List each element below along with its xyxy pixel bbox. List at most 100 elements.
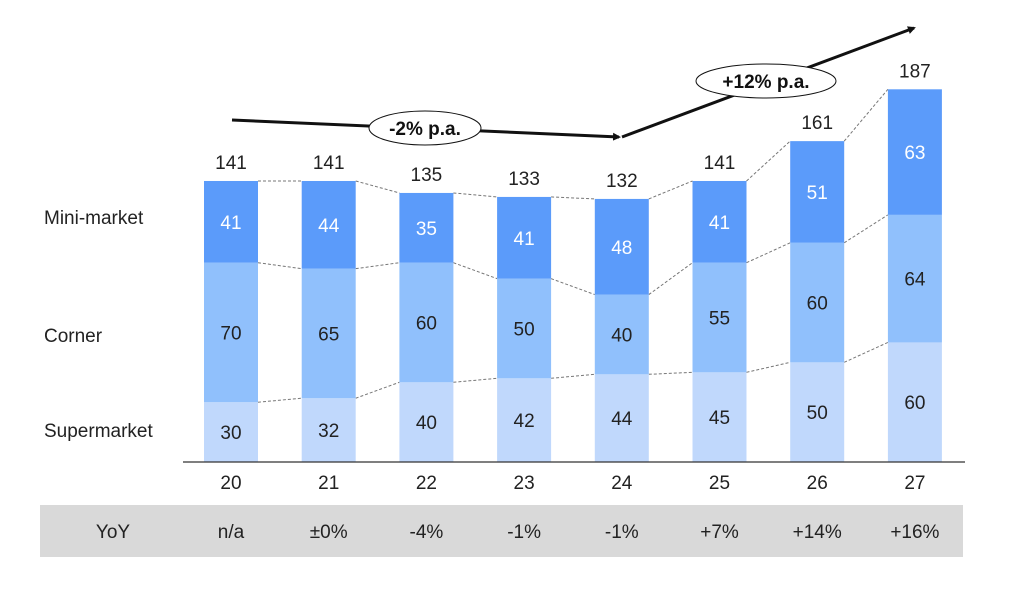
connector-line: [746, 242, 791, 264]
segment-value-label: 55: [709, 309, 730, 330]
bar-segment-supermarket: [887, 342, 942, 462]
connector-line: [257, 262, 302, 270]
bar-segment-corner: [790, 242, 845, 363]
connector-line: [648, 371, 693, 375]
bar-segment-corner: [497, 278, 552, 379]
bar-segment-supermarket: [594, 374, 649, 462]
series-label-corner: Corner: [44, 326, 103, 347]
connector-line: [355, 180, 400, 194]
connector-line: [551, 373, 595, 379]
bar-total-label: 161: [801, 113, 833, 134]
cagr-bubble-growth: [695, 63, 837, 99]
x-tick-label: 24: [611, 473, 633, 494]
yoy-value: +7%: [700, 522, 739, 543]
connector-line: [843, 88, 889, 142]
segment-value-label: 40: [416, 413, 437, 434]
yoy-value: +14%: [793, 522, 842, 543]
bar-segment-corner: [204, 262, 258, 403]
connector-line: [843, 214, 889, 244]
bar-segment-corner: [692, 262, 747, 373]
segment-value-label: 41: [709, 213, 730, 234]
connector-line: [843, 341, 889, 363]
connector-line: [550, 278, 595, 296]
bar-segment-mini-market: [594, 198, 649, 295]
bar-total-label: 187: [899, 61, 931, 82]
bar-segment-mini-market: [301, 180, 356, 269]
yoy-value: +16%: [890, 522, 939, 543]
segment-value-label: 35: [416, 219, 437, 240]
connector-line: [746, 140, 791, 182]
bar-total-label: 141: [215, 153, 247, 174]
series-label-mini-market: Mini-market: [44, 208, 144, 229]
segment-value-label: 60: [807, 294, 828, 315]
x-tick-label: 20: [220, 473, 241, 494]
segment-value-label: 44: [611, 409, 633, 430]
yoy-value: -1%: [507, 522, 541, 543]
segment-value-label: 50: [807, 403, 828, 424]
cagr-bubble-decline: [368, 110, 482, 146]
bar-segment-mini-market: [399, 192, 454, 263]
segment-value-label: 50: [514, 319, 535, 340]
yoy-label: YoY: [96, 522, 130, 543]
cagr-label-growth: +12% p.a.: [722, 72, 809, 93]
segment-value-label: 70: [220, 323, 241, 344]
x-tick-label: 21: [318, 473, 339, 494]
bar-segment-supermarket: [204, 402, 258, 462]
bar-total-label: 132: [606, 171, 638, 192]
bar-total-label: 133: [508, 169, 540, 190]
connector-line: [355, 381, 400, 399]
bar-total-label: 135: [411, 165, 443, 186]
cagr-label-decline: -2% p.a.: [389, 119, 461, 140]
bar-total-label: 141: [704, 153, 736, 174]
bar-segment-corner: [399, 262, 454, 383]
segment-value-label: 45: [709, 408, 730, 429]
x-tick-label: 26: [807, 473, 828, 494]
segment-value-label: 32: [318, 421, 339, 442]
yoy-band: [40, 505, 963, 557]
segment-value-label: 40: [611, 325, 632, 346]
yoy-value: -4%: [410, 522, 444, 543]
bar-segment-mini-market: [790, 141, 845, 243]
bar-segment-supermarket: [399, 382, 454, 462]
segment-value-label: 60: [904, 393, 925, 414]
segment-value-label: 30: [220, 423, 241, 444]
bar-segment-mini-market: [692, 180, 747, 263]
segment-value-label: 65: [318, 324, 339, 345]
segment-value-label: 63: [904, 143, 925, 164]
bar-segment-supermarket: [692, 372, 747, 462]
connector-line: [453, 377, 498, 383]
segment-value-label: 41: [220, 213, 241, 234]
bar-segment-mini-market: [204, 180, 258, 263]
bar-segment-corner: [594, 294, 649, 375]
series-label-supermarket: Supermarket: [44, 421, 153, 442]
yoy-value: -1%: [605, 522, 639, 543]
segment-value-label: 51: [807, 183, 828, 204]
connector-line: [453, 262, 498, 280]
x-tick-label: 27: [904, 473, 925, 494]
segment-value-label: 44: [318, 216, 340, 237]
yoy-value: n/a: [218, 522, 245, 543]
segment-value-label: 64: [904, 270, 926, 291]
connector-line: [746, 361, 791, 373]
x-tick-label: 22: [416, 473, 437, 494]
connector-line: [551, 196, 595, 200]
x-tick-label: 25: [709, 473, 730, 494]
connector-line: [257, 397, 302, 403]
segment-value-label: 41: [514, 229, 535, 250]
bar-total-label: 141: [313, 153, 345, 174]
segment-value-label: 42: [514, 411, 535, 432]
segment-value-label: 48: [611, 238, 632, 259]
bar-segment-supermarket: [301, 398, 356, 462]
segment-value-label: 60: [416, 313, 437, 334]
bar-segment-mini-market: [887, 89, 942, 215]
yoy-value: ±0%: [310, 522, 348, 543]
bar-segment-mini-market: [497, 196, 552, 279]
bar-segment-corner: [301, 268, 356, 399]
bar-segment-supermarket: [790, 362, 845, 462]
connector-line: [453, 192, 498, 198]
connector-line: [648, 180, 693, 200]
bar-segment-corner: [887, 214, 942, 343]
connector-line: [648, 262, 693, 295]
bar-segment-supermarket: [497, 378, 552, 462]
